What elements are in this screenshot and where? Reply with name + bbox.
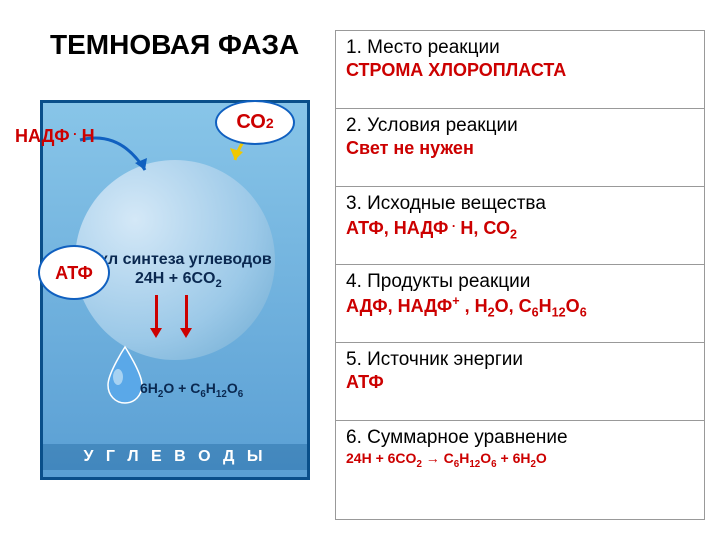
co2-label: СО2 — [215, 100, 295, 145]
table-row: 1. Место реакцииСТРОМА ХЛОРОПЛАСТА — [336, 31, 704, 109]
row-answer: АТФ — [346, 373, 694, 393]
table-row: 5. Источник энергииАТФ — [336, 343, 704, 421]
page-title: ТЕМНОВАЯ ФАЗА — [50, 30, 299, 61]
row-title: 4. Продукты реакции — [346, 271, 694, 293]
atp-label: АТФ — [38, 245, 110, 300]
row-answer: СТРОМА ХЛОРОПЛАСТА — [346, 61, 694, 81]
row-answer: АДФ, НАДФ+ , Н2О, С6Н12О6 — [346, 295, 694, 320]
nadph-label: НАДФ . Н — [15, 125, 95, 147]
table-row: 3. Исходные веществаАТФ, НАДФ . Н, СО2 — [336, 187, 704, 265]
table-row: 6. Суммарное уравнение24H + 6CO2 → C6H12… — [336, 421, 704, 499]
diagram-bottom-label: У Г Л Е В О Д Ы — [40, 444, 310, 470]
row-title: 6. Суммарное уравнение — [346, 427, 694, 449]
row-answer: 24H + 6CO2 → C6H12O6 + 6H2O — [346, 451, 694, 471]
table-row: 2. Условия реакцииСвет не нужен — [336, 109, 704, 187]
table-row: 4. Продукты реакцииАДФ, НАДФ+ , Н2О, С6Н… — [336, 265, 704, 343]
bottom-formula: 6H2O + C6H12O6 — [140, 380, 243, 400]
row-answer: АТФ, НАДФ . Н, СО2 — [346, 217, 694, 242]
row-title: 5. Источник энергии — [346, 349, 694, 371]
arrow-down-icon — [185, 295, 188, 330]
row-answer: Свет не нужен — [346, 139, 694, 159]
cycle-formula: 24H + 6CO2 — [135, 270, 222, 290]
arrow-down-icon — [155, 295, 158, 330]
row-title: 1. Место реакции — [346, 37, 694, 59]
row-title: 3. Исходные вещества — [346, 193, 694, 215]
row-title: 2. Условия реакции — [346, 115, 694, 137]
info-table: 1. Место реакцииСТРОМА ХЛОРОПЛАСТА2. Усл… — [335, 30, 705, 520]
